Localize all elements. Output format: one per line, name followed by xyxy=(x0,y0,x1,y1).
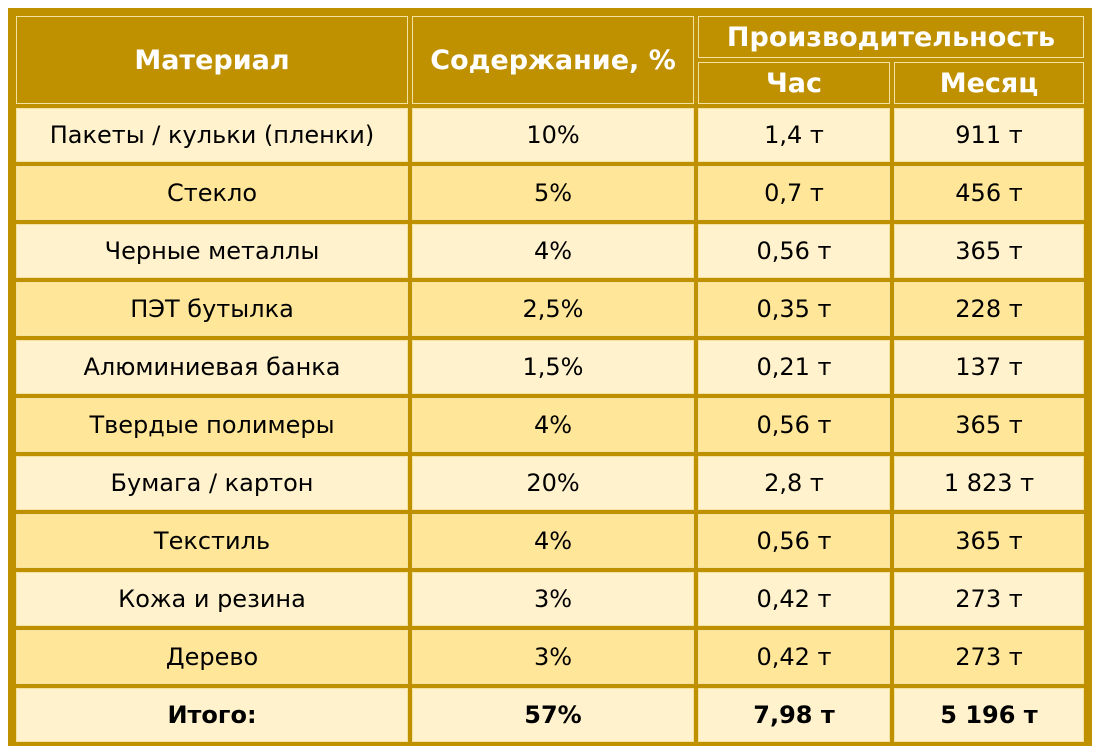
cell-hour: 1,4 т xyxy=(698,108,890,162)
table-row: Дерево 3% 0,42 т 273 т xyxy=(16,630,1084,684)
total-content: 57% xyxy=(412,688,694,742)
cell-month: 1 823 т xyxy=(894,456,1084,510)
cell-month: 273 т xyxy=(894,630,1084,684)
cell-content: 5% xyxy=(412,166,694,220)
total-month: 5 196 т xyxy=(894,688,1084,742)
header-hour: Час xyxy=(698,62,890,104)
cell-hour: 2,8 т xyxy=(698,456,890,510)
cell-material: Текстиль xyxy=(16,514,408,568)
cell-content: 3% xyxy=(412,630,694,684)
table-frame: Материал Содержание, % Производительност… xyxy=(8,8,1092,746)
cell-month: 273 т xyxy=(894,572,1084,626)
header-month: Месяц xyxy=(894,62,1084,104)
table-row: Стекло 5% 0,7 т 456 т xyxy=(16,166,1084,220)
cell-month: 911 т xyxy=(894,108,1084,162)
materials-table: Материал Содержание, % Производительност… xyxy=(12,12,1088,746)
cell-material: Черные металлы xyxy=(16,224,408,278)
cell-month: 456 т xyxy=(894,166,1084,220)
table-row: Пакеты / кульки (пленки) 10% 1,4 т 911 т xyxy=(16,108,1084,162)
cell-content: 4% xyxy=(412,514,694,568)
cell-content: 10% xyxy=(412,108,694,162)
cell-hour: 0,35 т xyxy=(698,282,890,336)
cell-material: Алюминиевая банка xyxy=(16,340,408,394)
cell-month: 228 т xyxy=(894,282,1084,336)
cell-month: 365 т xyxy=(894,514,1084,568)
cell-hour: 0,56 т xyxy=(698,224,890,278)
cell-hour: 0,42 т xyxy=(698,572,890,626)
cell-material: Пакеты / кульки (пленки) xyxy=(16,108,408,162)
table-row: Бумага / картон 20% 2,8 т 1 823 т xyxy=(16,456,1084,510)
table-row: Черные металлы 4% 0,56 т 365 т xyxy=(16,224,1084,278)
cell-material: Бумага / картон xyxy=(16,456,408,510)
table-row: ПЭТ бутылка 2,5% 0,35 т 228 т xyxy=(16,282,1084,336)
table-row: Твердые полимеры 4% 0,56 т 365 т xyxy=(16,398,1084,452)
header-content: Содержание, % xyxy=(412,16,694,104)
cell-content: 20% xyxy=(412,456,694,510)
cell-month: 365 т xyxy=(894,398,1084,452)
table-row: Текстиль 4% 0,56 т 365 т xyxy=(16,514,1084,568)
table-row: Алюминиевая банка 1,5% 0,21 т 137 т xyxy=(16,340,1084,394)
cell-hour: 0,42 т xyxy=(698,630,890,684)
cell-material: Дерево xyxy=(16,630,408,684)
total-row: Итого: 57% 7,98 т 5 196 т xyxy=(16,688,1084,742)
cell-material: Стекло xyxy=(16,166,408,220)
cell-material: Кожа и резина xyxy=(16,572,408,626)
total-hour: 7,98 т xyxy=(698,688,890,742)
cell-material: ПЭТ бутылка xyxy=(16,282,408,336)
cell-hour: 0,56 т xyxy=(698,398,890,452)
cell-hour: 0,21 т xyxy=(698,340,890,394)
cell-content: 3% xyxy=(412,572,694,626)
table-row: Кожа и резина 3% 0,42 т 273 т xyxy=(16,572,1084,626)
cell-hour: 0,7 т xyxy=(698,166,890,220)
cell-content: 2,5% xyxy=(412,282,694,336)
cell-content: 4% xyxy=(412,398,694,452)
cell-hour: 0,56 т xyxy=(698,514,890,568)
cell-month: 137 т xyxy=(894,340,1084,394)
cell-material: Твердые полимеры xyxy=(16,398,408,452)
cell-month: 365 т xyxy=(894,224,1084,278)
cell-content: 4% xyxy=(412,224,694,278)
cell-content: 1,5% xyxy=(412,340,694,394)
header-productivity: Производительность xyxy=(698,16,1084,58)
header-material: Материал xyxy=(16,16,408,104)
total-label: Итого: xyxy=(16,688,408,742)
